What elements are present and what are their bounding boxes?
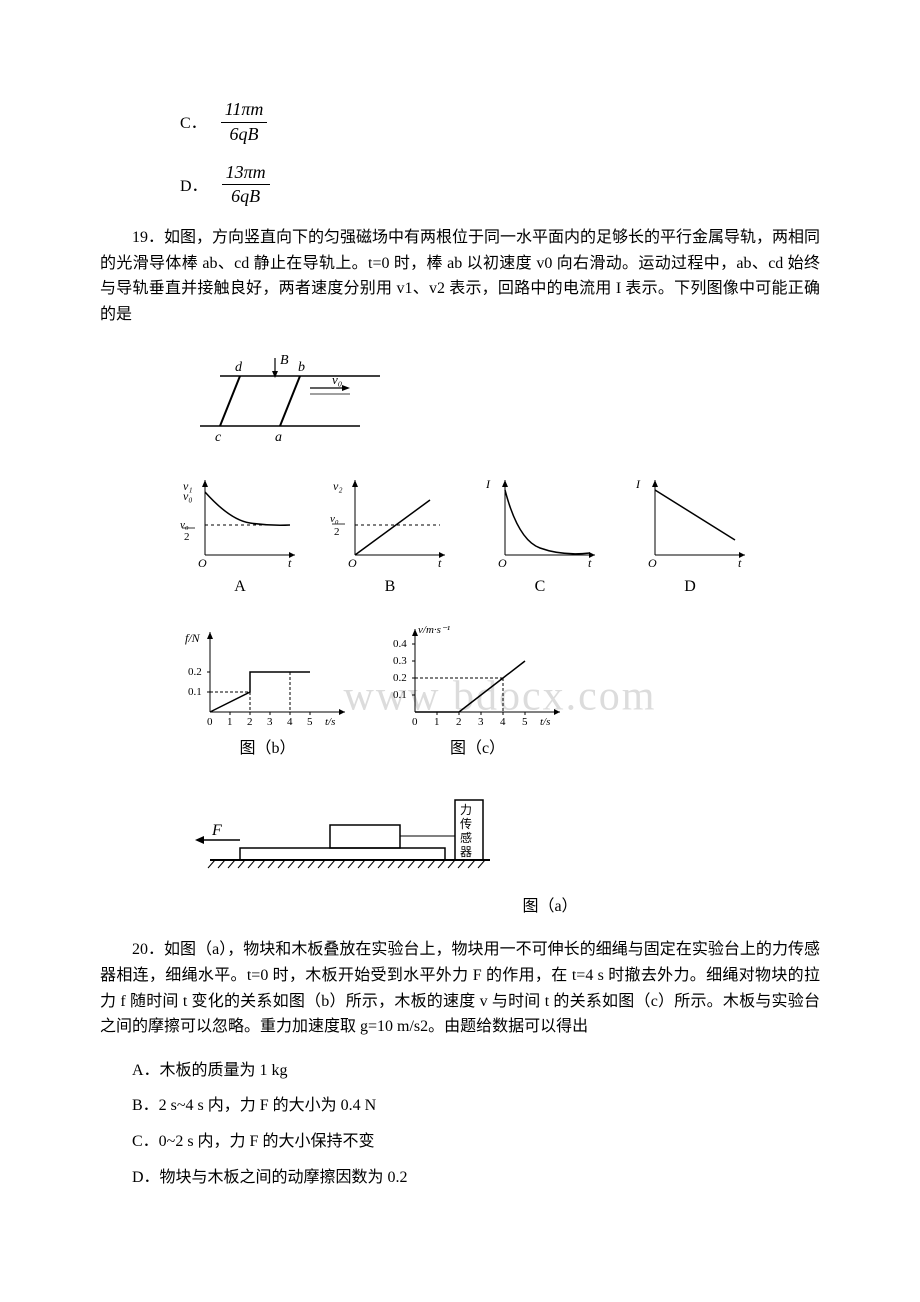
option-d: D． 13πm 6qB — [180, 163, 820, 208]
figure-b-caption: 图（b） — [180, 736, 355, 762]
option-c-label: C． — [180, 111, 207, 137]
svg-text:I: I — [485, 477, 491, 491]
svg-text:0: 0 — [207, 716, 213, 728]
q19-main-figure: d b c a B v₀ — [180, 346, 820, 456]
svg-text:v₀: v₀ — [183, 489, 193, 503]
svg-text:5: 5 — [307, 716, 313, 728]
option-c: C． 11πm 6qB — [180, 100, 820, 145]
svg-text:v₀: v₀ — [180, 519, 189, 531]
svg-text:t/s: t/s — [325, 716, 335, 728]
svg-text:t: t — [438, 556, 442, 570]
svg-text:3: 3 — [478, 716, 484, 728]
q20-text: 20．如图（a），物块和木板叠放在实验台上，物块用一不可伸长的细绳与固定在实验台… — [100, 937, 820, 1039]
svg-text:4: 4 — [500, 716, 506, 728]
option-d-label: D． — [180, 174, 208, 200]
svg-text:1: 1 — [227, 716, 233, 728]
svg-text:c: c — [215, 430, 222, 445]
panel-d: I O t D — [630, 470, 750, 600]
svg-text:感: 感 — [460, 830, 472, 845]
q20-graphs-row: www bdocx.com 0.1 0.2 0 1 2 3 4 5 — [180, 617, 820, 762]
svg-text:v₀: v₀ — [332, 372, 342, 387]
q19-answer-panels: v₁ v₀ v₀ 2 O t A v₂ v₀ 2 O t — [180, 470, 820, 600]
svg-text:2: 2 — [334, 526, 340, 538]
q19-text: 19．如图，方向竖直向下的匀强磁场中有两根位于同一水平面内的足够长的平行金属导轨… — [100, 225, 820, 327]
svg-text:B: B — [280, 353, 289, 368]
svg-text:t/s: t/s — [540, 716, 550, 728]
svg-text:0.1: 0.1 — [393, 689, 407, 701]
svg-text:t: t — [588, 556, 592, 570]
figure-a: 力 传 感 器 F 图（a） — [180, 780, 820, 920]
fraction-d: 13πm 6qB — [222, 163, 270, 208]
q20-opt-c: C．0~2 s 内，力 F 的大小保持不变 — [132, 1129, 820, 1155]
svg-text:0.3: 0.3 — [393, 655, 407, 667]
panel-a-label: A — [180, 574, 300, 600]
q20-options: A．木板的质量为 1 kg B．2 s~4 s 内，力 F 的大小为 0.4 N… — [132, 1058, 820, 1190]
svg-text:5: 5 — [522, 716, 528, 728]
panel-c: I O t C — [480, 470, 600, 600]
svg-text:1: 1 — [434, 716, 440, 728]
svg-text:2: 2 — [184, 531, 190, 543]
svg-text:F: F — [211, 822, 222, 839]
svg-text:b: b — [298, 360, 305, 375]
svg-text:2: 2 — [247, 716, 253, 728]
svg-text:t: t — [738, 556, 742, 570]
svg-text:f/N: f/N — [185, 631, 201, 645]
svg-text:0: 0 — [412, 716, 418, 728]
panel-b: v₂ v₀ 2 O t B — [330, 470, 450, 600]
svg-text:3: 3 — [267, 716, 273, 728]
q20-opt-b: B．2 s~4 s 内，力 F 的大小为 0.4 N — [132, 1093, 820, 1119]
figure-b: 0.1 0.2 0 1 2 3 4 5 f/N t/s 图（b） — [180, 617, 355, 762]
svg-text:O: O — [648, 556, 657, 570]
svg-text:力: 力 — [460, 803, 472, 817]
svg-text:O: O — [198, 556, 207, 570]
svg-text:4: 4 — [287, 716, 293, 728]
svg-text:传: 传 — [460, 816, 472, 831]
svg-text:0.4: 0.4 — [393, 638, 407, 650]
svg-text:0.2: 0.2 — [188, 666, 202, 678]
svg-text:I: I — [635, 477, 641, 491]
q20-opt-a: A．木板的质量为 1 kg — [132, 1058, 820, 1084]
svg-text:2: 2 — [456, 716, 462, 728]
figure-c: 0.1 0.2 0.3 0.4 0 1 2 3 4 5 v/m·s⁻¹ t/s … — [385, 617, 570, 762]
svg-text:v₂: v₂ — [333, 479, 343, 493]
svg-text:v/m·s⁻¹: v/m·s⁻¹ — [418, 624, 450, 636]
svg-text:0.2: 0.2 — [393, 672, 407, 684]
panel-c-label: C — [480, 574, 600, 600]
svg-text:O: O — [348, 556, 357, 570]
svg-text:O: O — [498, 556, 507, 570]
svg-text:d: d — [235, 360, 243, 375]
figure-c-caption: 图（c） — [385, 736, 570, 762]
q20-opt-d: D．物块与木板之间的动摩擦因数为 0.2 — [132, 1165, 820, 1191]
svg-text:t: t — [288, 556, 292, 570]
panel-a: v₁ v₀ v₀ 2 O t A — [180, 470, 300, 600]
svg-text:器: 器 — [460, 845, 472, 859]
figure-a-caption: 图（a） — [280, 894, 820, 920]
svg-text:v₀: v₀ — [330, 513, 339, 525]
svg-text:0.1: 0.1 — [188, 686, 202, 698]
panel-d-label: D — [630, 574, 750, 600]
svg-text:a: a — [275, 430, 282, 445]
fraction-c: 11πm 6qB — [221, 100, 268, 145]
panel-b-label: B — [330, 574, 450, 600]
